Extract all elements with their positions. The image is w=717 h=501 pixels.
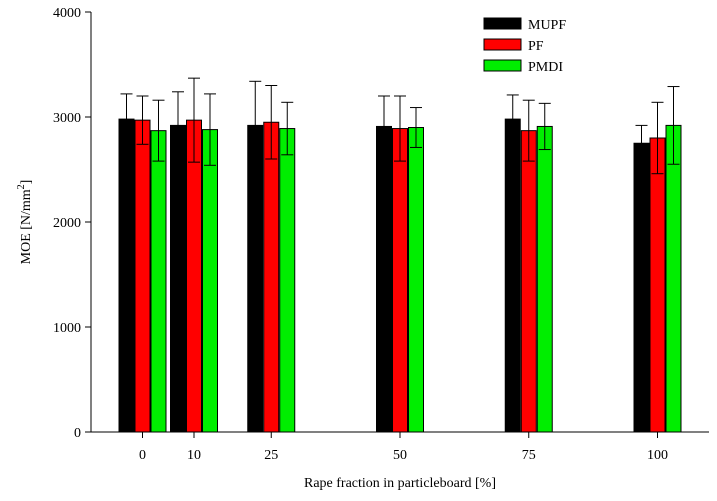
bar-pf-0 xyxy=(134,119,151,433)
bar-mupf-75 xyxy=(504,118,521,433)
y-tick-label: 1000 xyxy=(53,321,81,336)
x-tick-label: 25 xyxy=(264,448,278,463)
legend: MUPF PF PMDI xyxy=(483,17,566,75)
y-axis-title-main: MOE [N/mm xyxy=(19,189,34,264)
bars-layer xyxy=(118,118,682,433)
bar-pmdi-75 xyxy=(536,125,553,433)
bar-pmdi-25 xyxy=(279,128,296,433)
legend-swatch-mupf xyxy=(483,17,522,30)
bar-mupf-100 xyxy=(633,142,650,433)
bar-pf-25 xyxy=(263,121,280,433)
y-tick-label: 3000 xyxy=(53,111,81,126)
y-axis-title-superscript: 2 xyxy=(16,184,27,189)
y-axis-title-end: ] xyxy=(19,180,34,185)
bar-pmdi-10 xyxy=(202,129,218,433)
bar-pf-10 xyxy=(186,119,202,433)
legend-label-pf: PF xyxy=(528,39,544,54)
bar-mupf-25 xyxy=(247,124,264,433)
bar-pmdi-100 xyxy=(665,124,682,433)
y-tick-label: 2000 xyxy=(53,216,81,231)
legend-swatch-pf xyxy=(483,38,522,51)
bar-pmdi-0 xyxy=(150,130,167,433)
y-axis-title: MOE [N/mm2] xyxy=(16,180,34,265)
bar-mupf-50 xyxy=(376,125,392,433)
x-tick-label: 50 xyxy=(393,448,407,463)
error-bars-layer xyxy=(120,77,680,175)
y-tick-label: 4000 xyxy=(53,6,81,21)
x-axis-title: Rape fraction in particleboard [%] xyxy=(304,476,496,491)
legend-label-mupf: MUPF xyxy=(528,18,566,33)
bar-pmdi-50 xyxy=(408,127,424,433)
x-tick-label: 100 xyxy=(647,448,668,463)
bar-mupf-10 xyxy=(170,124,186,433)
bar-mupf-0 xyxy=(118,118,135,433)
legend-label-pmdi: PMDI xyxy=(528,60,563,75)
bar-pf-50 xyxy=(392,128,408,433)
x-tick-label: 0 xyxy=(139,448,146,463)
bar-pf-75 xyxy=(520,130,537,433)
x-ticks-layer: 0 10 25 50 75 100 xyxy=(139,432,668,463)
bar-pf-100 xyxy=(649,137,666,433)
x-tick-label: 75 xyxy=(522,448,536,463)
y-ticks-layer: 0 1000 2000 3000 4000 xyxy=(53,6,91,441)
y-tick-label: 0 xyxy=(74,426,81,441)
x-tick-label: 10 xyxy=(187,448,201,463)
legend-swatch-pmdi xyxy=(483,59,522,72)
